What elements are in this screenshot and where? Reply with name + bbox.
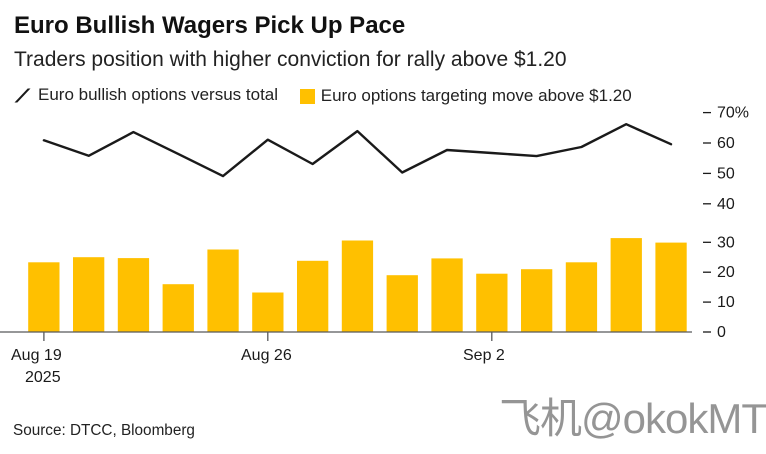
svg-text:30: 30 bbox=[717, 234, 735, 251]
svg-text:Sep 2: Sep 2 bbox=[463, 347, 505, 364]
svg-text:40: 40 bbox=[717, 196, 735, 213]
svg-text:2025: 2025 bbox=[25, 369, 61, 386]
svg-text:0: 0 bbox=[717, 324, 726, 341]
svg-text:Aug 26: Aug 26 bbox=[241, 347, 292, 364]
svg-text:70%: 70% bbox=[717, 105, 749, 122]
svg-text:10: 10 bbox=[717, 294, 735, 311]
svg-text:50: 50 bbox=[717, 165, 735, 182]
svg-text:60: 60 bbox=[717, 135, 735, 152]
svg-text:20: 20 bbox=[717, 264, 735, 281]
svg-text:Aug 19: Aug 19 bbox=[11, 347, 62, 364]
